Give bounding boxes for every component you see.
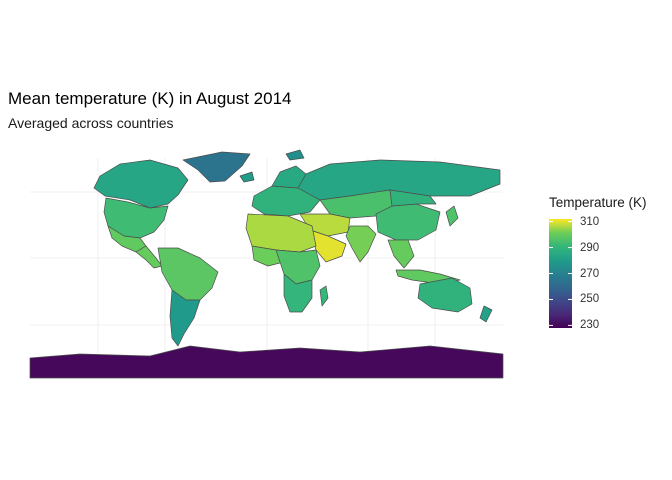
legend-title: Temperature (K) <box>549 195 647 210</box>
region-southeast-asia <box>387 239 415 269</box>
legend-tick-label: 270 <box>580 267 600 280</box>
legend-colorbar <box>549 219 572 328</box>
region-new-zealand <box>479 305 493 323</box>
region-canada <box>93 159 189 209</box>
legend-tick-label: 290 <box>580 241 600 254</box>
region-greenland <box>182 151 251 183</box>
region-iceland <box>239 171 255 183</box>
region-united-states <box>103 197 169 239</box>
region-southern-africa <box>283 273 313 313</box>
map-title: Mean temperature (K) in August 2014 <box>8 89 292 108</box>
legend-tick-label: 230 <box>580 319 600 332</box>
region-scandinavia <box>271 165 307 189</box>
region-svalbard <box>285 149 305 161</box>
region-china <box>375 203 441 241</box>
region-south-america-north <box>157 247 219 301</box>
region-japan <box>445 205 459 227</box>
region-madagascar <box>319 285 329 307</box>
region-antarctica <box>29 345 504 379</box>
region-mongolia <box>389 189 437 207</box>
legend-tick-label: 250 <box>580 293 600 306</box>
map-subtitle: Averaged across countries <box>8 115 174 131</box>
region-south-america-south <box>169 289 201 347</box>
legend-tick-label: 310 <box>580 215 600 228</box>
region-central-africa <box>275 249 321 285</box>
region-australia <box>417 277 473 313</box>
region-india <box>345 225 377 263</box>
